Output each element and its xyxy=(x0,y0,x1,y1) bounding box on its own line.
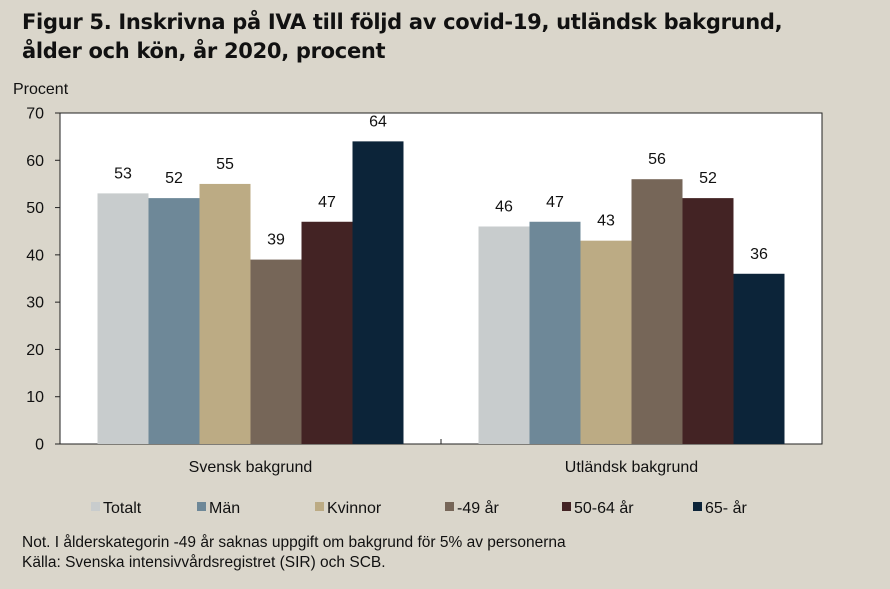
bar-1-5 xyxy=(733,273,785,444)
data-label: 56 xyxy=(648,151,666,168)
legend-label: 65- år xyxy=(705,499,747,517)
data-label: 43 xyxy=(597,213,615,230)
y-tick-label: 40 xyxy=(26,247,44,264)
bar-0-4 xyxy=(301,221,353,444)
bar-1-4 xyxy=(682,198,734,444)
data-label: 52 xyxy=(165,170,183,187)
source-text: Källa: Svenska intensivvårdsregistret (S… xyxy=(22,554,386,571)
legend-swatch xyxy=(315,502,324,511)
bar-1-3 xyxy=(631,179,683,444)
legend-label: Män xyxy=(209,500,240,517)
note-text: Not. I ålderskategorin -49 år saknas upp… xyxy=(22,534,566,551)
y-tick-label: 20 xyxy=(26,342,44,359)
data-label: 52 xyxy=(699,170,717,187)
y-tick-label: 50 xyxy=(26,200,44,217)
x-tick-label: Svensk bakgrund xyxy=(189,459,313,476)
chart-title: Figur 5. Inskrivna på IVA till följd av … xyxy=(22,8,872,66)
y-tick-label: 10 xyxy=(26,389,44,406)
legend-swatch xyxy=(693,502,702,511)
bar-0-5 xyxy=(352,141,404,444)
y-tick-label: 70 xyxy=(26,106,44,123)
bar-1-0 xyxy=(478,226,530,444)
data-label: 39 xyxy=(267,232,285,249)
data-label: 47 xyxy=(546,194,564,211)
x-tick-label: Utländsk bakgrund xyxy=(565,459,698,476)
bar-0-2 xyxy=(199,183,251,444)
bar-0-3 xyxy=(250,259,302,444)
data-label: 47 xyxy=(318,194,336,211)
data-label: 46 xyxy=(495,198,513,215)
legend-label: Kvinnor xyxy=(327,500,382,517)
data-label: 53 xyxy=(114,165,132,182)
legend-swatch xyxy=(562,502,571,511)
legend-swatch xyxy=(197,502,206,511)
bar-1-2 xyxy=(580,240,632,444)
legend-label: -49 år xyxy=(457,499,499,517)
legend-label: 50-64 år xyxy=(574,499,634,517)
data-label: 64 xyxy=(369,113,387,130)
data-label: 36 xyxy=(750,246,768,263)
bar-0-0 xyxy=(97,193,149,444)
data-label: 55 xyxy=(216,156,234,173)
bar-chart: Procent 0 10 20 30 40 50 60 70 53 52 55 39 47 64 Svensk… xyxy=(13,81,823,517)
y-tick-label: 0 xyxy=(35,437,44,454)
y-axis-label: Procent xyxy=(13,81,69,98)
legend-swatch xyxy=(91,502,100,511)
bar-1-1 xyxy=(529,221,581,444)
y-tick-label: 60 xyxy=(26,153,44,170)
legend-label: Totalt xyxy=(103,500,142,517)
chart-notes: Not. I ålderskategorin -49 år saknas upp… xyxy=(22,533,566,573)
legend-swatch xyxy=(445,502,454,511)
y-tick-label: 30 xyxy=(26,295,44,312)
bar-0-1 xyxy=(148,198,200,444)
chart-title-line-2: ålder och kön, år 2020, procent xyxy=(22,39,386,63)
chart-title-line-1: Figur 5. Inskrivna på IVA till följd av … xyxy=(22,10,783,34)
